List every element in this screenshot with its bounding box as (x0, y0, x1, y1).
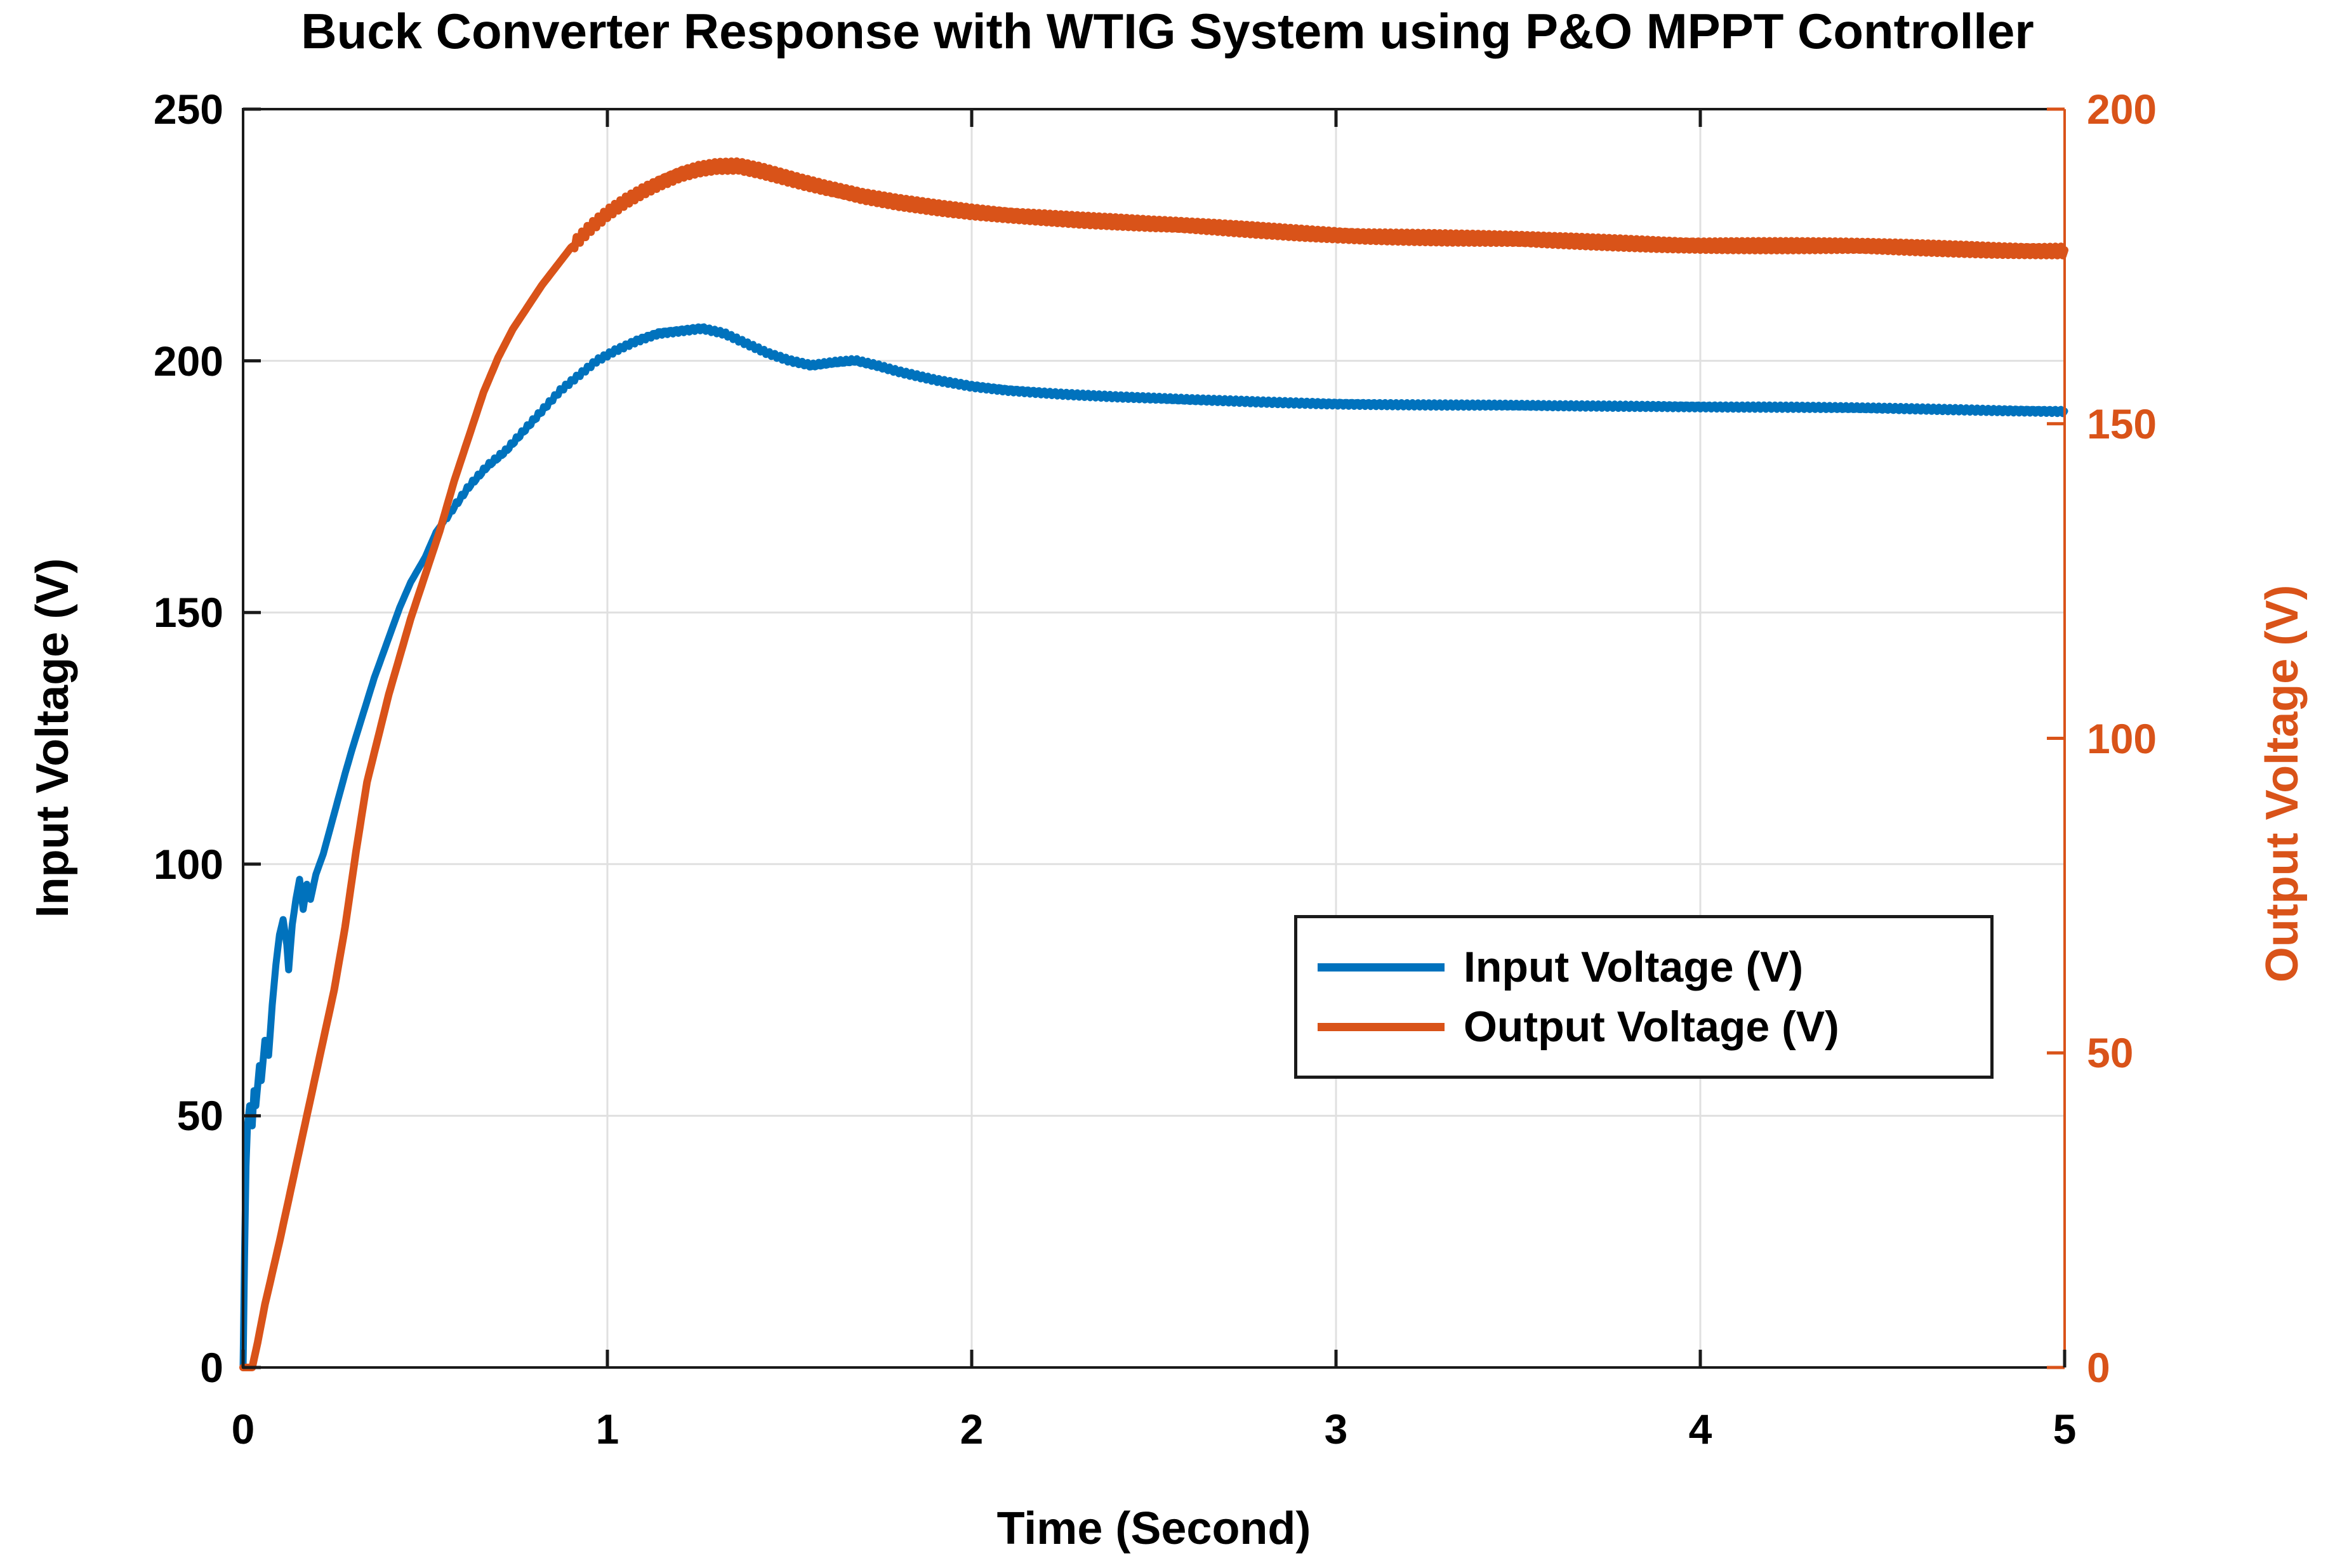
legend-item-input: Input Voltage (V) (1318, 945, 1990, 989)
x-tick-label: 4 (1688, 1406, 1712, 1453)
right-tick-label: 50 (2087, 1029, 2134, 1077)
input-line-swatch (1318, 963, 1445, 972)
x-axis-label: Time (Second) (996, 1503, 1311, 1554)
right-tick-label: 0 (2087, 1344, 2110, 1391)
legend: Input Voltage (V) Output Voltage (V) (1294, 915, 1994, 1079)
y-axis-right-label: Output Voltage (V) (2257, 584, 2308, 983)
legend-item-output: Output Voltage (V) (1318, 1005, 1990, 1048)
legend-label-input: Input Voltage (V) (1464, 943, 1804, 991)
output-voltage-line (239, 157, 2068, 1371)
left-tick-label: 50 (176, 1092, 223, 1140)
x-tick-label: 1 (595, 1406, 619, 1453)
right-tick-label: 200 (2087, 86, 2157, 133)
left-tick-label: 100 (153, 840, 223, 888)
x-tick-label: 0 (231, 1406, 255, 1453)
axes-box (242, 108, 2065, 1369)
x-tick-label: 5 (2053, 1406, 2077, 1453)
x-tick-label: 2 (960, 1406, 984, 1453)
left-tick-label: 250 (153, 86, 223, 133)
left-tick-label: 200 (153, 337, 223, 385)
chart-title: Buck Converter Response with WTIG System… (301, 3, 2034, 59)
input-voltage-line (239, 323, 2068, 1371)
right-tick-label: 100 (2087, 715, 2157, 762)
output-line-swatch (1318, 1022, 1445, 1031)
left-tick-label: 150 (153, 589, 223, 636)
x-tick-label: 3 (1324, 1406, 1348, 1453)
left-tick-label: 0 (200, 1344, 223, 1391)
right-tick-label: 150 (2087, 400, 2157, 447)
legend-label-output: Output Voltage (V) (1464, 1003, 1839, 1051)
